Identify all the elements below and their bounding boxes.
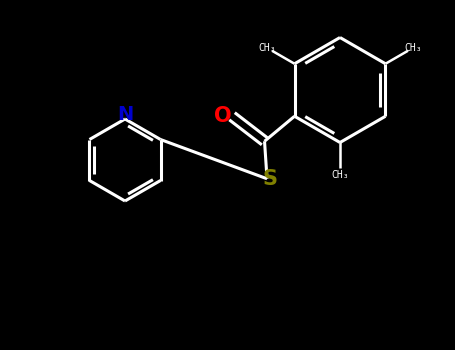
Text: CH₃: CH₃ bbox=[258, 43, 276, 53]
Text: N: N bbox=[117, 105, 133, 125]
Text: O: O bbox=[214, 106, 232, 126]
Text: S: S bbox=[262, 169, 277, 189]
Text: CH₃: CH₃ bbox=[404, 43, 422, 53]
Text: CH₃: CH₃ bbox=[331, 169, 349, 180]
